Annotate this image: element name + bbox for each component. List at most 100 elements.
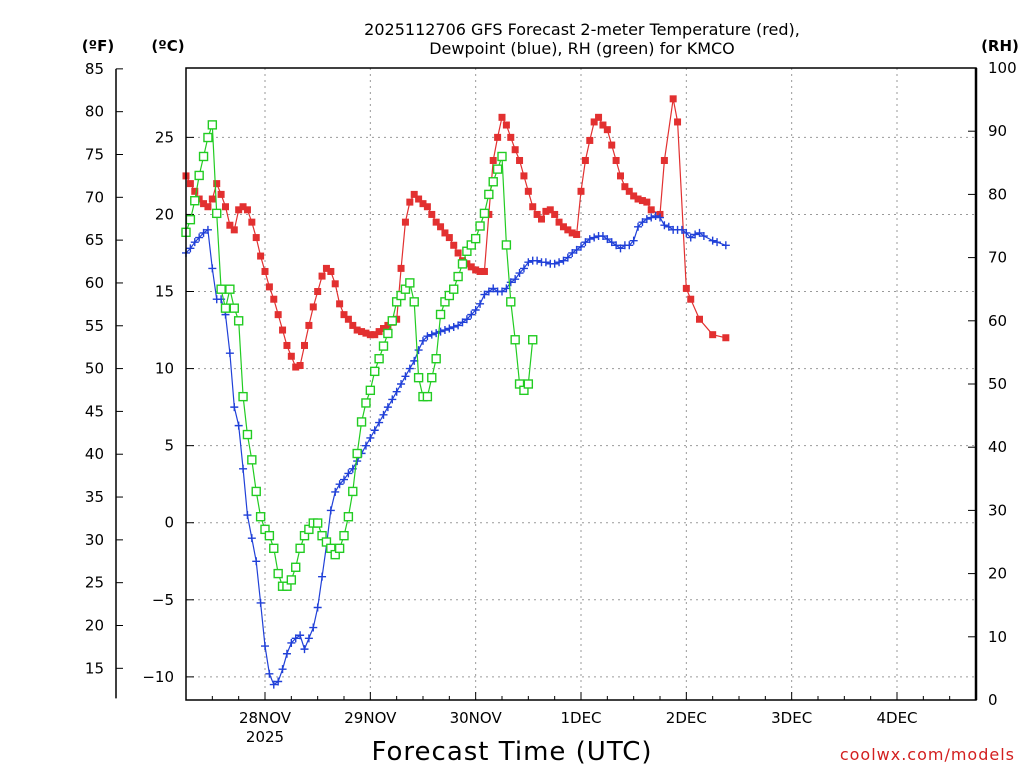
rh-point (255, 512, 266, 522)
x-axis-label: Forecast Time (UTC) (371, 737, 652, 767)
temperature-point (301, 341, 308, 349)
temperature-point (243, 206, 251, 214)
dewpoint-point (677, 225, 686, 234)
dewpoint-point (686, 233, 695, 242)
temperature-point (538, 215, 545, 223)
dewpoint-point (247, 534, 256, 543)
celsius-tick-label: −10 (142, 668, 174, 686)
rh-point (225, 284, 235, 294)
celsius-tick-label: 20 (155, 205, 174, 223)
temperature-point (674, 118, 682, 126)
rh-point (348, 486, 358, 497)
dewpoint-point (361, 441, 370, 450)
dewpoint-point (568, 248, 577, 257)
temperature-point (358, 328, 366, 336)
temperature-point (502, 121, 510, 129)
dewpoint-point (414, 346, 423, 355)
celsius-tick-label: 25 (155, 128, 174, 146)
temperature-point (621, 183, 629, 191)
fahrenheit-tick-label: 30 (85, 531, 104, 549)
celsius-tick-label: 10 (155, 360, 174, 378)
temperature-point (551, 210, 559, 218)
temperature-point (634, 195, 642, 203)
dewpoint-point (721, 241, 730, 250)
rh-point (470, 233, 481, 244)
rh-point (286, 575, 297, 585)
dewpoint-point (300, 645, 309, 654)
temperature-point (353, 326, 361, 334)
dewpoint-point (278, 665, 287, 674)
rh-point (409, 297, 419, 307)
celsius-unit-label: (ºC) (151, 37, 184, 55)
dewpoint-point (506, 278, 515, 287)
temperature-point (331, 280, 339, 288)
dewpoint-point (397, 380, 406, 388)
rh-point (343, 512, 354, 522)
rh-tick-label: 50 (988, 375, 1007, 393)
temperature-point (559, 223, 567, 231)
dewpoint-point (616, 244, 625, 253)
rh-point (203, 132, 213, 143)
rh-point (492, 164, 503, 174)
dewpoint-point (511, 275, 520, 284)
dewpoint-point (550, 259, 559, 268)
dewpoint-point (436, 327, 445, 336)
dewpoint-point (467, 310, 476, 319)
dewpoint-point (256, 598, 265, 607)
temperature-point (494, 133, 502, 141)
temperature-point (279, 326, 287, 334)
x-tick-label: 2DEC (666, 709, 707, 727)
dewpoint-point (335, 480, 344, 489)
dewpoint-point (296, 631, 305, 640)
temperature-point (533, 210, 541, 218)
rh-point (449, 284, 459, 294)
dewpoint-point (695, 228, 704, 237)
x-tick-label: 3DEC (771, 709, 812, 727)
dewpoint-point (388, 395, 397, 404)
temperature-point (516, 156, 524, 164)
rh-point (506, 297, 516, 307)
x-tick-label: 30NOV (450, 709, 503, 727)
rh-point (291, 562, 301, 572)
temperature-point (423, 203, 431, 211)
dewpoint-point (480, 290, 489, 299)
dewpoint-point (713, 238, 722, 247)
temperature-point (489, 156, 497, 164)
temperature-point (261, 267, 269, 275)
dewpoint-point (598, 232, 607, 241)
rh-point (273, 568, 283, 579)
dewpoint-point (230, 403, 239, 412)
temperature-point (336, 300, 344, 308)
temperature-point (638, 197, 646, 205)
dewpoint-point (519, 264, 528, 273)
rh-point (198, 151, 209, 162)
temperature-point (568, 229, 576, 237)
dewpoint-point (370, 426, 379, 435)
temperature-point (617, 172, 624, 180)
dewpoint-point (629, 236, 638, 245)
dewpoint-point (682, 228, 691, 237)
rh-point (185, 214, 196, 225)
rh-point (378, 341, 389, 351)
dewpoint-point (405, 364, 414, 373)
dewpoint-point (664, 222, 673, 231)
rh-unit-label: (RH) (981, 37, 1019, 55)
dewpoint-point (392, 387, 401, 396)
temperature-point (230, 226, 238, 234)
dewpoint-point (203, 225, 212, 234)
dewpoint-point (489, 284, 498, 293)
dewpoint-point (445, 324, 454, 333)
x-tick-label: 4DEC (876, 709, 917, 727)
temperature-point (445, 234, 453, 242)
dewpoint-point (625, 241, 634, 250)
dewpoint-point (555, 258, 564, 267)
fahrenheit-unit-label: (ºF) (82, 37, 114, 55)
rh-point (220, 303, 231, 313)
dewpoint-point (559, 256, 568, 265)
fahrenheit-tick-label: 85 (85, 60, 104, 78)
rh-point (190, 196, 200, 206)
rh-point (453, 271, 463, 282)
dewpoint-point (366, 433, 375, 442)
dewpoint-point (708, 236, 717, 245)
